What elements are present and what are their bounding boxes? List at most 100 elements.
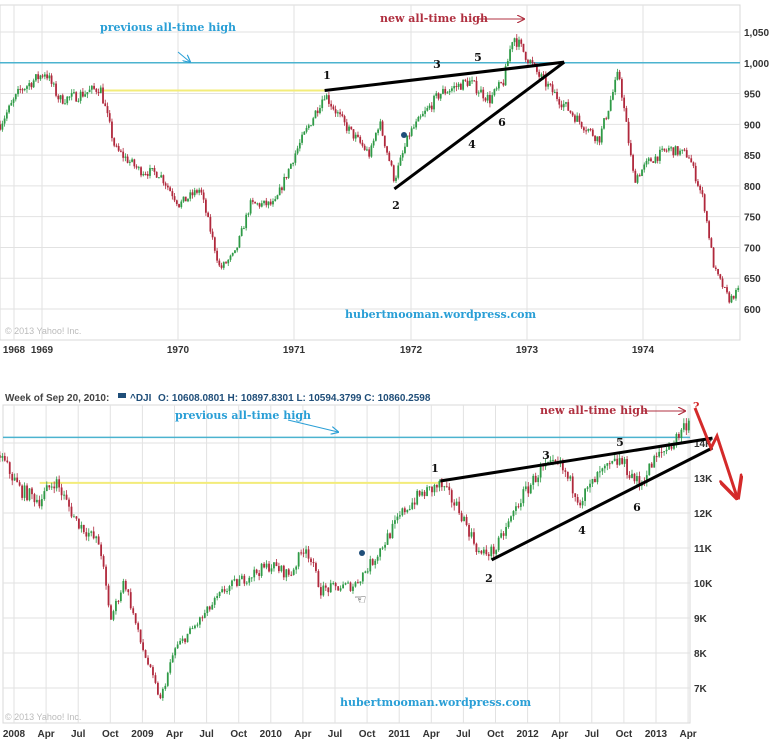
x-tick-label: 2008: [3, 729, 26, 740]
candle-body: [64, 103, 66, 105]
x-tick-label: Apr: [679, 729, 696, 740]
candle-body: [99, 87, 102, 94]
candle-body: [274, 199, 277, 202]
candle-body: [28, 83, 31, 87]
candle-body: [497, 82, 500, 89]
candle-body: [41, 75, 44, 77]
candle-body: [623, 459, 626, 464]
copyright: © 2013 Yahoo! Inc.: [5, 712, 81, 722]
candle-body: [97, 536, 100, 545]
candle-body: [63, 494, 65, 496]
candle-body: [650, 463, 653, 468]
candle-body: [658, 451, 661, 457]
candle-body: [169, 187, 172, 192]
x-tick-label: Apr: [294, 729, 311, 740]
candle-body: [527, 486, 530, 494]
candle-body: [225, 262, 227, 264]
x-tick-label: 1971: [283, 345, 306, 356]
candle-body: [710, 238, 713, 248]
candle-body: [564, 470, 567, 472]
candle-body: [600, 128, 603, 143]
candle-body: [444, 89, 447, 94]
candle-body: [260, 203, 263, 207]
wave-label-3: 3: [542, 449, 550, 462]
candle-body: [386, 146, 388, 153]
candle-body: [277, 566, 280, 572]
candle-body: [218, 260, 221, 266]
candle-body: [374, 132, 377, 141]
candle-body: [562, 103, 565, 108]
y-tick-label: 9K: [694, 614, 708, 625]
selected-week-marker: [359, 550, 365, 556]
candle-body: [549, 460, 552, 463]
candle-body: [129, 592, 132, 609]
candle-body: [23, 88, 26, 91]
candle-body: [236, 579, 238, 586]
candle-body: [442, 89, 444, 94]
candle-body: [173, 196, 176, 201]
candle-body: [40, 499, 43, 507]
candle-body: [113, 138, 116, 146]
candle-body: [186, 633, 189, 643]
candle-body: [636, 476, 638, 482]
candle-body: [348, 126, 350, 131]
y-tick-label: 650: [744, 274, 761, 285]
candle-body: [231, 252, 234, 256]
candle-body: [436, 484, 438, 488]
candle-body: [471, 80, 473, 82]
candle-body: [250, 577, 253, 579]
candle-body: [151, 168, 154, 170]
candle-body: [587, 129, 590, 131]
candle-body: [55, 83, 57, 96]
candle-body: [448, 90, 451, 93]
candle-body: [485, 549, 488, 555]
candle-body: [48, 75, 51, 79]
candle-body: [120, 150, 122, 152]
candle-body: [522, 489, 525, 504]
candle-body: [529, 60, 532, 63]
candle-body: [549, 83, 552, 85]
candle-body: [661, 148, 664, 150]
candle-body: [673, 443, 675, 449]
candle-body: [596, 471, 599, 483]
candle-body: [601, 468, 604, 472]
candle-body: [238, 235, 241, 248]
candle-body: [431, 486, 433, 493]
candle-body: [61, 95, 64, 104]
candle-body: [468, 524, 470, 537]
candle-body: [366, 149, 368, 151]
candle-body: [161, 688, 164, 699]
candle-body: [28, 488, 31, 501]
candle-body: [394, 520, 396, 524]
candle-body: [171, 655, 174, 663]
candle-body: [509, 49, 511, 62]
candle-body: [352, 129, 355, 139]
candle-body: [513, 38, 516, 43]
candle-body: [714, 267, 717, 270]
candle-body: [226, 591, 228, 593]
wave-label-5: 5: [616, 436, 624, 449]
projected-decline-arrow: [693, 407, 737, 497]
candle-body: [213, 237, 216, 251]
candle-body: [650, 158, 652, 162]
y-tick-label: 7K: [694, 684, 708, 695]
previous-high-arrow: [287, 419, 338, 432]
candle-body: [515, 38, 518, 47]
candle-body: [53, 486, 56, 489]
candle-body: [43, 74, 46, 77]
candle-body: [413, 502, 416, 505]
candle-body: [670, 147, 672, 149]
candle-body: [480, 89, 482, 93]
y-tick-label: 700: [744, 243, 761, 254]
candle-body: [571, 112, 574, 116]
candle-body: [708, 221, 711, 239]
candle-body: [605, 118, 608, 120]
candle-body: [300, 552, 303, 554]
candle-body: [628, 475, 631, 478]
candle-body: [81, 91, 84, 97]
candle-body: [641, 169, 643, 176]
candle-body: [631, 473, 633, 478]
candle-body: [1, 456, 4, 458]
candle-body: [490, 546, 493, 557]
candle-body: [487, 554, 490, 557]
